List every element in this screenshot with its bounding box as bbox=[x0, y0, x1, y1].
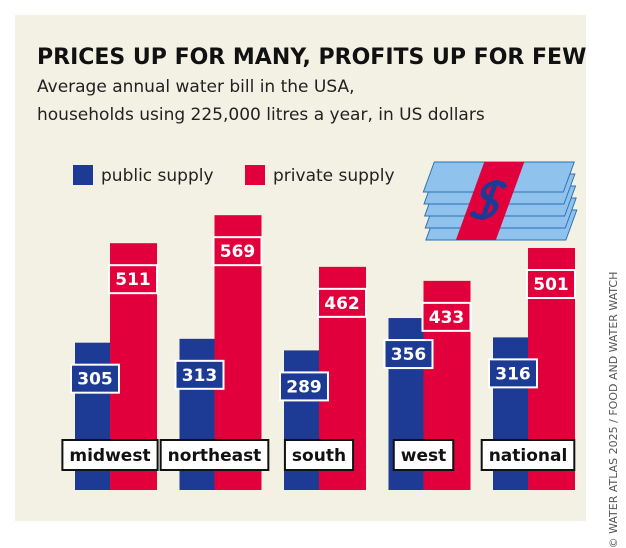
x-tick-label: northeast bbox=[168, 446, 262, 466]
category-box bbox=[159, 439, 270, 471]
value-label-box bbox=[488, 358, 538, 389]
value-label: 356 bbox=[391, 345, 427, 365]
x-tick-label: national bbox=[489, 446, 568, 466]
subtitle: households using 225,000 litres a year, … bbox=[37, 105, 485, 125]
value-label-box bbox=[174, 359, 225, 390]
value-label-box bbox=[212, 236, 263, 267]
category-box bbox=[283, 439, 355, 471]
category-box bbox=[392, 439, 455, 471]
value-label-box bbox=[383, 339, 434, 370]
x-tick-label: west bbox=[401, 446, 446, 466]
category-box bbox=[480, 439, 576, 471]
value-label: 305 bbox=[77, 370, 113, 390]
legend-label: public supply bbox=[101, 166, 214, 186]
value-label: 316 bbox=[495, 364, 531, 384]
legend-label: private supply bbox=[273, 166, 395, 186]
value-label: 289 bbox=[286, 377, 322, 397]
value-label: 433 bbox=[429, 308, 465, 328]
legend-swatch bbox=[73, 165, 93, 185]
value-label-box bbox=[279, 371, 329, 402]
category-box bbox=[61, 439, 159, 471]
money-icon bbox=[422, 161, 578, 241]
source: © WATER ATLAS 2025 / FOOD AND WATER WATC… bbox=[607, 272, 620, 548]
value-label: 462 bbox=[324, 294, 360, 314]
x-tick-label: south bbox=[292, 446, 346, 466]
chart-title: PRICES UP FOR MANY, PROFITS UP FOR FEW bbox=[37, 45, 586, 70]
value-label-box bbox=[421, 301, 472, 332]
value-label: 569 bbox=[220, 242, 256, 262]
value-label: 313 bbox=[182, 366, 218, 386]
value-label-box bbox=[108, 264, 158, 295]
legend-swatch bbox=[245, 165, 265, 185]
value-label-box bbox=[317, 287, 367, 318]
value-label-box bbox=[70, 363, 120, 394]
subtitle: Average annual water bill in the USA, bbox=[37, 77, 355, 97]
value-label: 501 bbox=[533, 275, 569, 295]
value-label: 511 bbox=[115, 270, 151, 290]
x-tick-label: midwest bbox=[69, 446, 150, 466]
value-label-box bbox=[526, 269, 576, 300]
